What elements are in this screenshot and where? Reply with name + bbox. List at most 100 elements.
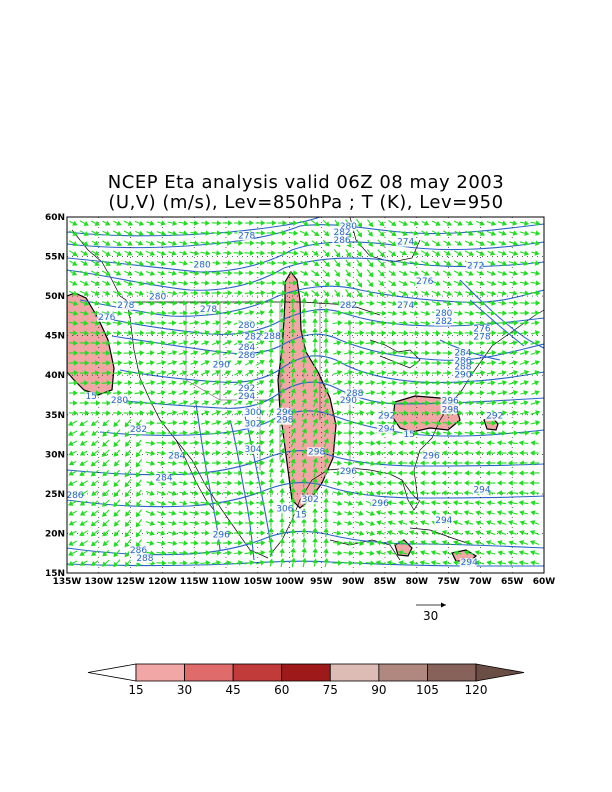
wind-vector-head	[463, 500, 469, 506]
wind-vector-head	[260, 300, 266, 306]
temperature-contour-label-bg	[472, 485, 490, 495]
wind-vector-head	[496, 450, 502, 456]
wind-vector-head	[441, 490, 447, 496]
wind-vector-head	[249, 250, 255, 256]
wind-vector-head	[182, 350, 189, 356]
wind-vector-head	[442, 560, 448, 566]
wind-vector-head	[160, 230, 167, 236]
wind-vector-head	[513, 330, 519, 336]
temperature-contour-label: 278	[200, 305, 217, 315]
wind-vector-head	[193, 360, 199, 366]
wind-vector-head	[497, 560, 503, 566]
wind-vector-head	[238, 560, 244, 566]
wind-vector-head	[348, 540, 354, 546]
wind-vector-head	[392, 380, 398, 386]
temperature-contour-label-bg	[453, 362, 471, 372]
wind-vector-head	[238, 510, 244, 516]
wind-vector-head	[345, 252, 351, 258]
wind-vector-head	[172, 460, 178, 466]
wind-vector-head	[282, 270, 288, 276]
wind-vector-head	[237, 410, 243, 416]
wind-vector-head	[323, 548, 329, 554]
wind-vector-head	[172, 230, 178, 236]
colorbar-label: 75	[323, 683, 338, 697]
lat-tick-label: 45N	[45, 332, 65, 342]
wind-vector-head	[402, 370, 408, 376]
wind-vector-head	[312, 477, 318, 483]
wind-vector-head	[348, 480, 354, 486]
wind-vector-head	[290, 307, 296, 313]
wind-vector-head	[226, 430, 232, 436]
wind-vector-head	[424, 251, 430, 256]
temperature-contour-label-bg	[338, 300, 356, 310]
wind-vector-head	[279, 307, 285, 313]
wind-vector-head	[490, 310, 496, 316]
wind-vector-head	[135, 522, 141, 528]
wind-vector-head	[535, 430, 541, 436]
wind-vector-head	[290, 507, 296, 513]
wind-vector-head	[314, 291, 320, 297]
wind-vector-head	[425, 320, 431, 326]
wind-vector-head	[452, 450, 458, 456]
wind-vector-head	[457, 290, 463, 296]
wind-vector-head	[358, 510, 364, 516]
wind-vector-head	[479, 230, 485, 236]
wind-vector-head	[534, 380, 540, 386]
wind-vector-head	[502, 280, 508, 286]
wind-vector-head	[139, 320, 145, 326]
wind-vector-head	[323, 527, 329, 533]
wind-vector-head	[91, 560, 97, 566]
wind-vector-head	[172, 490, 178, 496]
wind-vector-head	[413, 240, 419, 246]
wind-vector-head	[135, 481, 141, 488]
wind-vector-head	[84, 400, 90, 406]
temperature-contour-label-bg	[128, 425, 146, 435]
wind-vector-head	[227, 550, 232, 556]
wind-vector-head	[171, 510, 177, 516]
wind-vector-head	[259, 400, 265, 406]
wind-vector-head	[268, 298, 274, 303]
wind-vector-head	[390, 281, 397, 287]
lat-tick-label: 25N	[45, 490, 65, 500]
wind-vector-head	[226, 380, 232, 386]
wind-vector-head	[238, 240, 244, 246]
wind-vector-head	[113, 421, 119, 428]
isotach-label-bg	[402, 429, 414, 439]
wind-vector-head	[279, 457, 285, 463]
wind-vector-head	[512, 360, 519, 366]
wind-vector-head	[323, 387, 329, 393]
wind-vector-head	[452, 470, 458, 476]
shade-pacific	[67, 292, 115, 396]
wind-vector-head	[441, 480, 447, 486]
wind-vector-head	[105, 270, 111, 276]
wind-vector-head	[392, 320, 397, 326]
wind-vector-head	[279, 358, 285, 364]
wind-vector-head	[392, 310, 398, 316]
wind-vector-head	[226, 400, 233, 406]
wind-vector-head	[337, 440, 343, 446]
wind-vector-head	[160, 480, 166, 486]
wind-vector-head	[402, 260, 408, 266]
wind-vector-head	[468, 240, 474, 246]
wind-vector-head	[312, 488, 318, 493]
wind-vector-head	[182, 420, 189, 426]
wind-vector-head	[94, 220, 100, 226]
wind-vector-head	[323, 298, 329, 304]
wind-vector-head	[95, 340, 101, 346]
wind-vector-head	[312, 407, 318, 414]
wind-vector-head	[94, 280, 100, 286]
wind-vector-head	[260, 550, 266, 556]
wind-vector-head	[357, 272, 362, 278]
wind-vector-head	[323, 307, 329, 313]
wind-vector-head	[458, 380, 464, 386]
wind-vector-head	[68, 470, 74, 476]
wind-vector-head	[431, 530, 437, 536]
wind-vector-head	[248, 380, 254, 385]
wind-vector-head	[414, 350, 420, 356]
wind-vector-head	[347, 490, 354, 496]
wind-vector-head	[491, 320, 496, 326]
wind-vector-head	[368, 221, 374, 228]
wind-vector-head	[204, 360, 210, 366]
wind-vector-head	[303, 250, 309, 256]
wind-vector-head	[408, 500, 414, 506]
